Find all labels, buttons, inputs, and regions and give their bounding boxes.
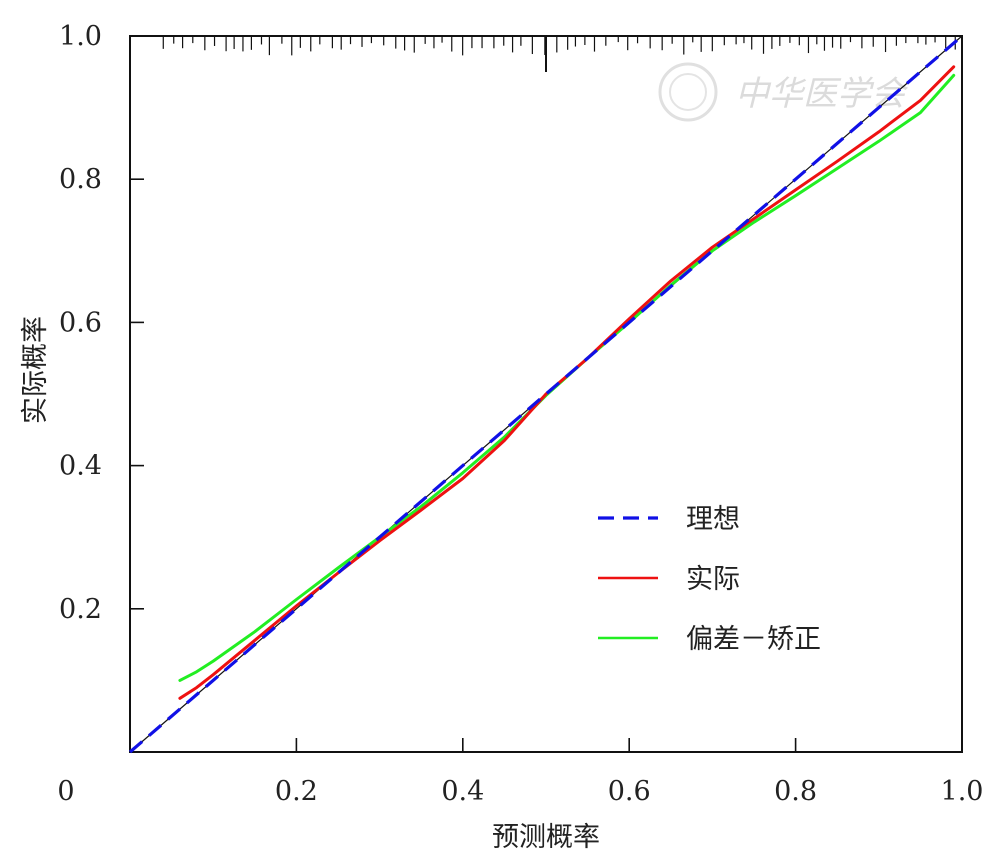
x-tick-label: 0.4 [441, 776, 484, 807]
legend-label: 偏差－矫正 [686, 624, 821, 655]
series-line-actual [178, 65, 956, 700]
y-tick-label: 0.4 [59, 451, 102, 482]
series-line-ideal [128, 34, 964, 754]
y-tick-label: 0.2 [59, 594, 102, 625]
y-tick-label: 0.6 [59, 307, 102, 338]
axis-ticks [130, 36, 956, 752]
y-axis-title: 实际概率 [20, 316, 51, 424]
legend-label: 实际 [686, 564, 740, 595]
y-tick-label: 1.0 [59, 21, 102, 52]
watermark-seal-inner [669, 73, 707, 111]
x-tick-label: 0.6 [608, 776, 651, 807]
x-tick-label: 1.0 [941, 776, 984, 807]
x-tick-label: 0 [57, 776, 74, 807]
legend-label: 理想 [686, 504, 740, 535]
y-tick-labels: 0.2 0.4 0.6 0.8 1.0 [59, 21, 102, 625]
watermark: 中华医学会 [658, 62, 909, 122]
series-layer [128, 34, 964, 754]
x-axis-title: 预测概率 [492, 822, 600, 853]
x-tick-label: 0.8 [774, 776, 817, 807]
x-tick-label: 0.2 [275, 776, 318, 807]
watermark-seal [658, 62, 718, 122]
watermark-text: 中华医学会 [735, 74, 909, 114]
y-tick-label: 0.8 [59, 164, 102, 195]
x-tick-labels: 0 0.2 0.4 0.6 0.8 1.0 [57, 776, 983, 807]
